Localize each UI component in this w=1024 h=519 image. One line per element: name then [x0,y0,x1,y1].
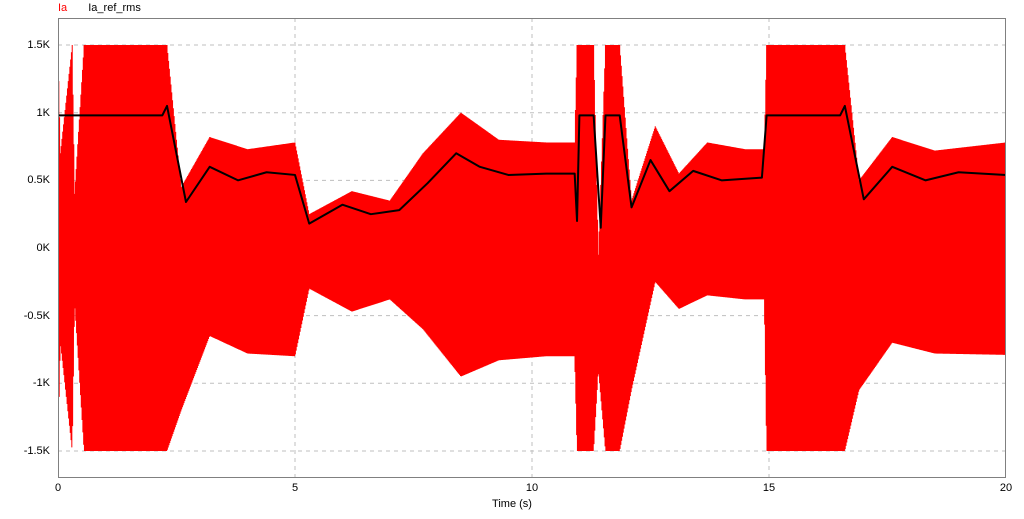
x-tick-label: 10 [526,482,538,494]
y-tick-label: -0.5K [24,310,50,322]
x-axis-labels: 05101520 [58,482,1006,496]
y-tick-label: 0K [37,242,50,254]
x-tick-label: 5 [292,482,298,494]
legend-item-ia-ref-rms: Ia_ref_rms [88,2,141,14]
chart-frame: Ia Ia_ref_rms -1.5K-1K-0.5K0K0.5K1K1.5K … [0,0,1024,519]
x-tick-label: 20 [1000,482,1012,494]
plot-area [58,18,1006,478]
y-tick-label: -1K [33,377,50,389]
x-tick-label: 15 [763,482,775,494]
y-tick-label: -1.5K [24,445,50,457]
y-axis-labels: -1.5K -1K -0.5K 0K 0.5K 1K 1.5K [0,18,54,478]
legend-item-ia: Ia [58,2,67,14]
y-tick-label: 1.5K [27,39,50,51]
x-tick-label: 0 [55,482,61,494]
y-tick-label: 1K [37,107,50,119]
legend: Ia Ia_ref_rms [58,2,159,14]
x-axis-title: Time (s) [0,498,1024,510]
y-tick-label: 0.5K [27,174,50,186]
